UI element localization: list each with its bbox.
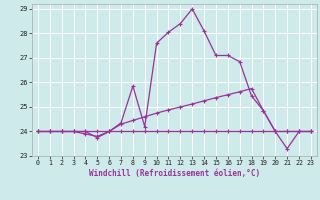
X-axis label: Windchill (Refroidissement éolien,°C): Windchill (Refroidissement éolien,°C) [89, 169, 260, 178]
